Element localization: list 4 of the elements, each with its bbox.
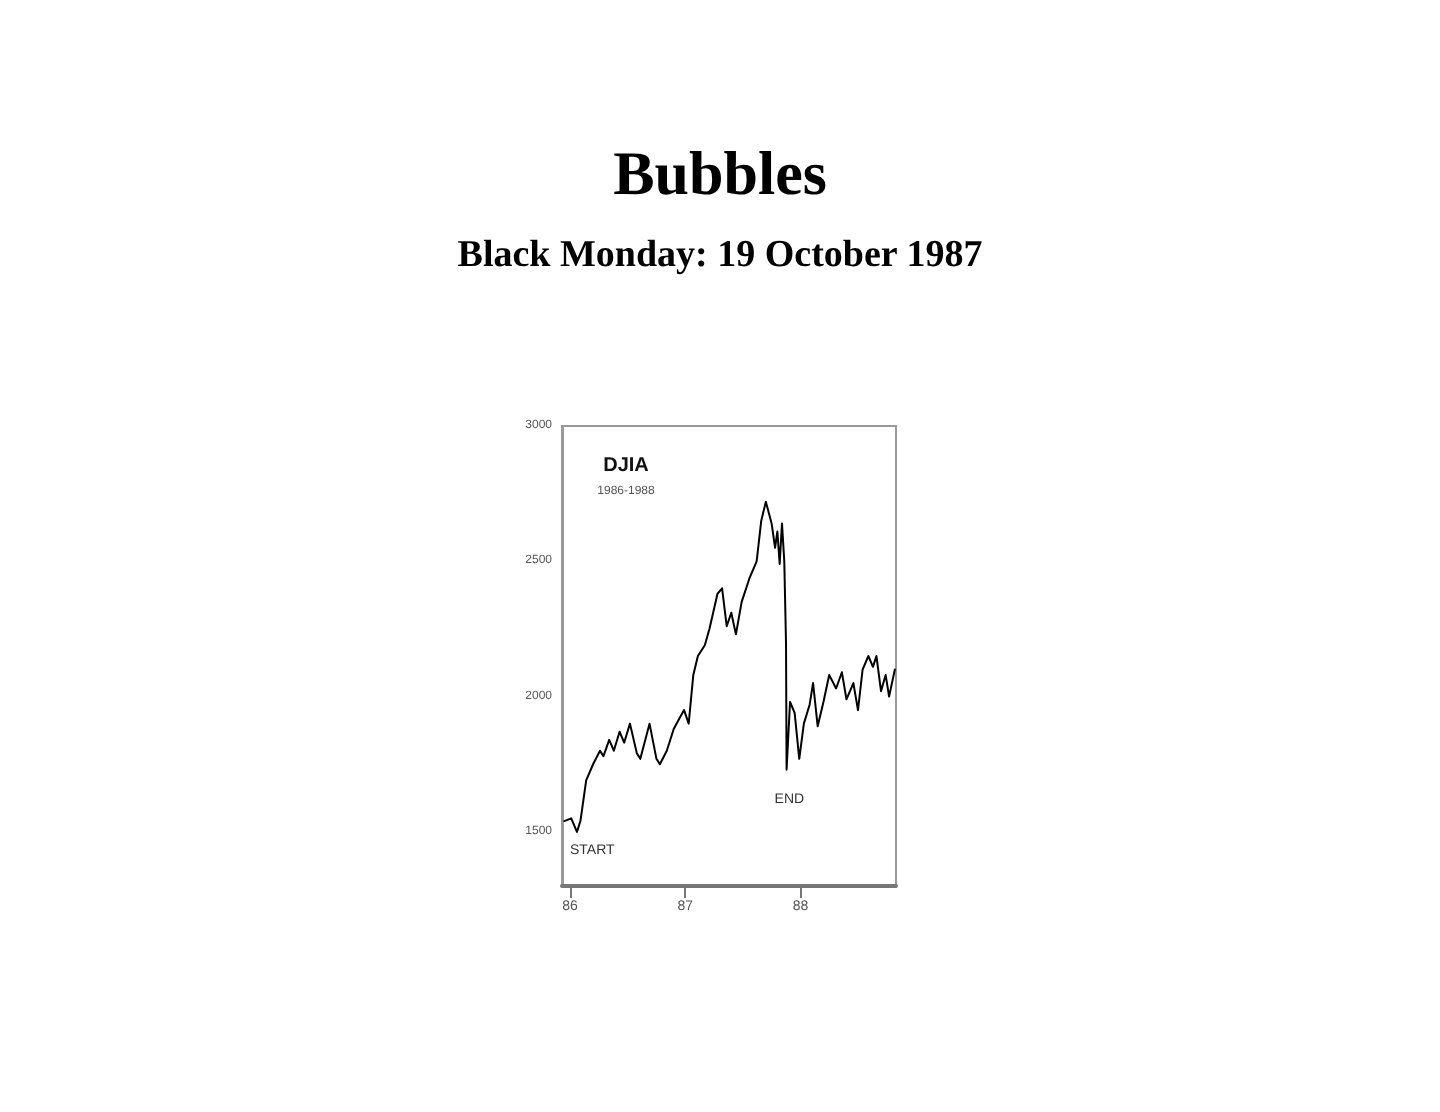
chart-title: Bubbles — [613, 138, 827, 208]
annotation: DJIA — [603, 455, 649, 477]
chart-subtitle: Black Monday: 19 October 1987 — [457, 234, 984, 276]
line-series — [563, 500, 896, 833]
